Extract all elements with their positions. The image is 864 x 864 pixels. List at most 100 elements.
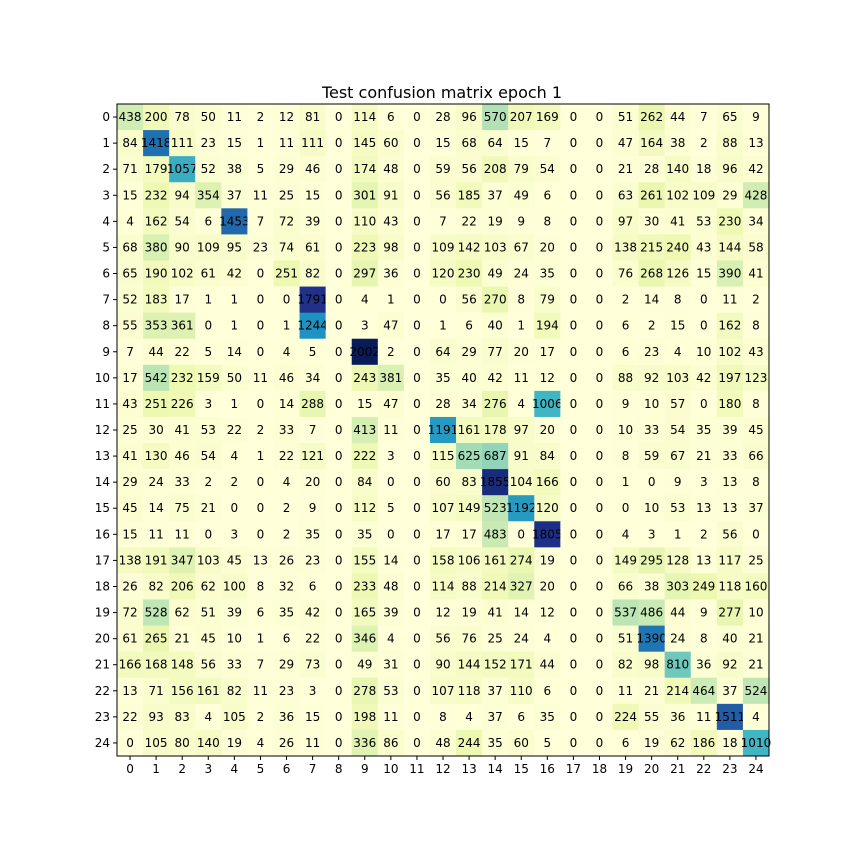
cell-value-label: 0 [596,553,604,567]
heatmap-cell [612,703,639,731]
heatmap-cell [638,599,666,626]
cell-value-label: 11 [618,684,633,698]
heatmap-cell [403,364,431,392]
y-tick-label: 21 [95,658,110,672]
cell-value-label: 0 [570,240,578,254]
cell-value-label: 10 [227,632,242,646]
heatmap-cell [586,625,613,653]
cell-value-label: 0 [204,319,212,333]
cell-value-label: 37 [488,188,503,202]
cell-value-label: 15 [670,319,685,333]
heatmap-cell [169,208,196,235]
cell-value-label: 26 [122,579,137,593]
cell-value-label: 33 [227,658,242,672]
heatmap-cell [508,364,535,392]
cell-value-label: 24 [514,267,529,281]
heatmap-cell [195,625,222,653]
cell-value-label: 51 [201,606,216,620]
heatmap-cell [117,469,144,496]
heatmap-cell [299,234,327,261]
cell-value-label: 7 [309,423,317,437]
heatmap-cell [273,260,300,287]
cell-value-label: 171 [510,658,533,672]
cell-value-label: 98 [383,240,398,254]
cell-value-label: 7 [257,214,265,228]
cell-value-label: 0 [335,553,343,567]
cell-value-label: 0 [596,475,604,489]
heatmap-cell [560,390,587,418]
cell-value-label: 45 [122,501,137,515]
cell-value-label: 4 [752,710,760,724]
cell-value-label: 149 [614,553,637,567]
heatmap-cell [377,729,405,757]
heatmap-cell [195,469,222,496]
heatmap-cell [273,416,300,444]
heatmap-cell [351,234,379,261]
heatmap-cell [716,104,744,131]
cell-value-label: 52 [122,293,137,307]
y-tick-label: 15 [95,501,110,515]
heatmap-cell [247,208,274,235]
x-tick-label: 13 [461,762,476,776]
heatmap-cell [221,599,248,626]
heatmap-cell [403,208,431,235]
cell-value-label: 6 [283,632,291,646]
heatmap-cell [221,573,248,600]
heatmap-cell [325,416,353,444]
heatmap-cell [247,547,274,574]
heatmap-cell [690,208,718,235]
heatmap-cell [221,104,248,131]
cell-value-label: 2 [700,527,708,541]
cell-value-label: 65 [122,267,137,281]
heatmap-cell [195,677,222,705]
heatmap-cell [403,521,431,548]
cell-value-label: 17 [435,527,450,541]
heatmap-cell [586,495,613,522]
cell-value-label: 0 [413,736,421,750]
heatmap-cell [456,495,483,522]
cell-value-label: 0 [126,736,134,750]
cell-value-label: 12 [540,371,555,385]
cell-value-label: 9 [674,475,682,489]
heatmap-cell [560,312,587,340]
cell-value-label: 0 [570,423,578,437]
cell-value-label: 0 [335,371,343,385]
cell-value-label: 10 [644,397,659,411]
heatmap-cell [169,729,196,757]
cell-value-label: 63 [618,188,633,202]
cell-value-label: 226 [171,397,194,411]
heatmap-cell [482,521,509,548]
heatmap-cell [534,208,561,235]
heatmap-cell [429,573,457,600]
cell-value-label: 0 [413,606,421,620]
heatmap-cell [429,156,457,183]
heatmap-cell [403,625,431,653]
heatmap-cell [195,729,222,757]
cell-value-label: 0 [335,579,343,593]
cell-value-label: 4 [204,710,212,724]
cell-value-label: 6 [387,110,395,124]
cell-value-label: 77 [488,345,503,359]
cell-value-label: 215 [640,240,663,254]
cell-value-label: 14 [279,397,294,411]
cell-value-label: 95 [227,240,242,254]
heatmap-cell [482,390,509,418]
heatmap-cell [664,286,692,314]
cell-value-label: 38 [227,162,242,176]
heatmap-cell [716,469,744,496]
cell-value-label: 66 [748,449,763,463]
cell-value-label: 4 [361,293,369,307]
cell-value-label: 186 [692,736,715,750]
cell-value-label: 3 [309,684,317,698]
heatmap-cell [664,547,692,574]
heatmap-cell [221,547,248,574]
heatmap-cell [586,156,613,183]
cell-value-label: 274 [510,553,533,567]
cell-value-label: 44 [670,110,685,124]
cell-value-label: 28 [435,110,450,124]
heatmap-cell [273,469,300,496]
cell-value-label: 223 [353,240,376,254]
cell-value-label: 1855 [480,475,511,489]
heatmap-cell [560,729,587,757]
cell-value-label: 36 [696,658,711,672]
